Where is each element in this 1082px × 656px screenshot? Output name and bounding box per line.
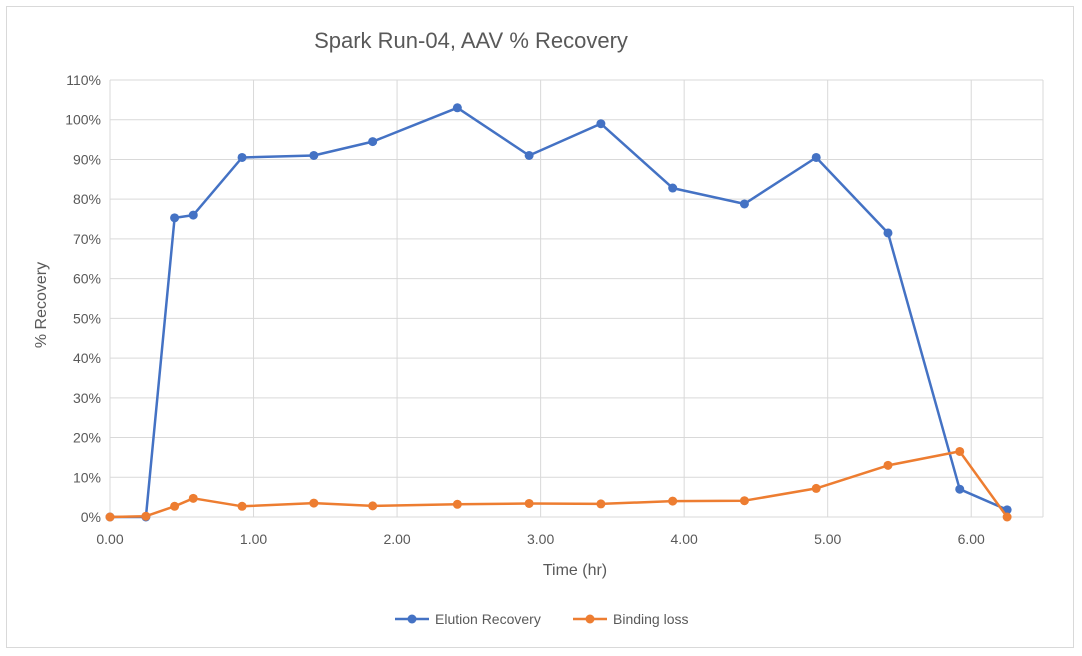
data-point [811,152,821,162]
data-point [955,484,965,494]
data-point [170,501,180,511]
x-axis-title: Time (hr) [543,562,607,579]
data-point [596,119,606,129]
series-1 [105,446,1012,522]
data-point [955,446,965,456]
legend-swatch-marker [407,614,417,624]
data-point [141,511,151,521]
data-point [668,183,678,193]
data-point [368,137,378,147]
legend-label: Elution Recovery [435,611,541,627]
series-line [109,450,1009,519]
y-tick-label: 10% [73,469,101,485]
data-point [739,496,749,506]
y-tick-label: 40% [73,350,101,366]
y-tick-label: 100% [65,112,101,128]
y-tick-label: 50% [73,310,101,326]
legend-item: Binding loss [573,611,689,627]
data-point [668,496,678,506]
data-point [309,498,319,508]
series-layer [105,103,1012,522]
grid-lines [109,79,1044,518]
chart-title: Spark Run-04, AAV % Recovery [314,28,628,53]
legend-swatch-marker [585,614,595,624]
y-tick-label: 0% [81,509,101,525]
x-tick-label: 0.00 [96,531,123,547]
data-point [739,199,749,209]
legend-label: Binding loss [613,611,689,627]
data-point [309,150,319,160]
data-point [188,210,198,220]
data-point [883,228,893,238]
x-tick-label: 4.00 [671,531,698,547]
y-tick-label: 70% [73,231,101,247]
data-point [170,213,180,223]
series-0 [105,103,1012,522]
legend-item: Elution Recovery [395,611,541,627]
y-tick-label: 20% [73,430,101,446]
y-tick-label: 80% [73,191,101,207]
chart-frame: 0% 10% 20% 30% 40% 50% 60% 70% 80% 90% 100% 110% 0.0… [6,6,1074,648]
data-point [811,483,821,493]
y-axis-title: % Recovery [33,262,50,348]
y-tick-label: 90% [73,151,101,167]
line-chart: 0% 10% 20% 30% 40% 50% 60% 70% 80% 90% 100% 110% 0.0… [33,28,1044,627]
data-point [524,150,534,160]
data-point [524,498,534,508]
data-point [188,493,198,503]
data-point [883,460,893,470]
x-tick-label: 1.00 [240,531,267,547]
y-tick-label: 30% [73,390,101,406]
legend: Elution Recovery Binding loss [395,611,689,627]
x-tick-label: 2.00 [383,531,410,547]
data-point [452,103,462,113]
x-tick-label: 5.00 [814,531,841,547]
series-line [110,106,1008,519]
data-point [452,499,462,509]
data-point [237,152,247,162]
data-point [237,501,247,511]
data-point [105,512,115,522]
axis-labels: 0% 10% 20% 30% 40% 50% 60% 70% 80% 90% 100% 110% 0.0… [65,72,985,547]
data-point [368,501,378,511]
y-tick-label: 60% [73,271,101,287]
x-tick-label: 3.00 [527,531,554,547]
data-point [1002,512,1012,522]
data-point [596,499,606,509]
y-tick-label: 110% [66,72,101,88]
x-tick-label: 6.00 [958,531,985,547]
